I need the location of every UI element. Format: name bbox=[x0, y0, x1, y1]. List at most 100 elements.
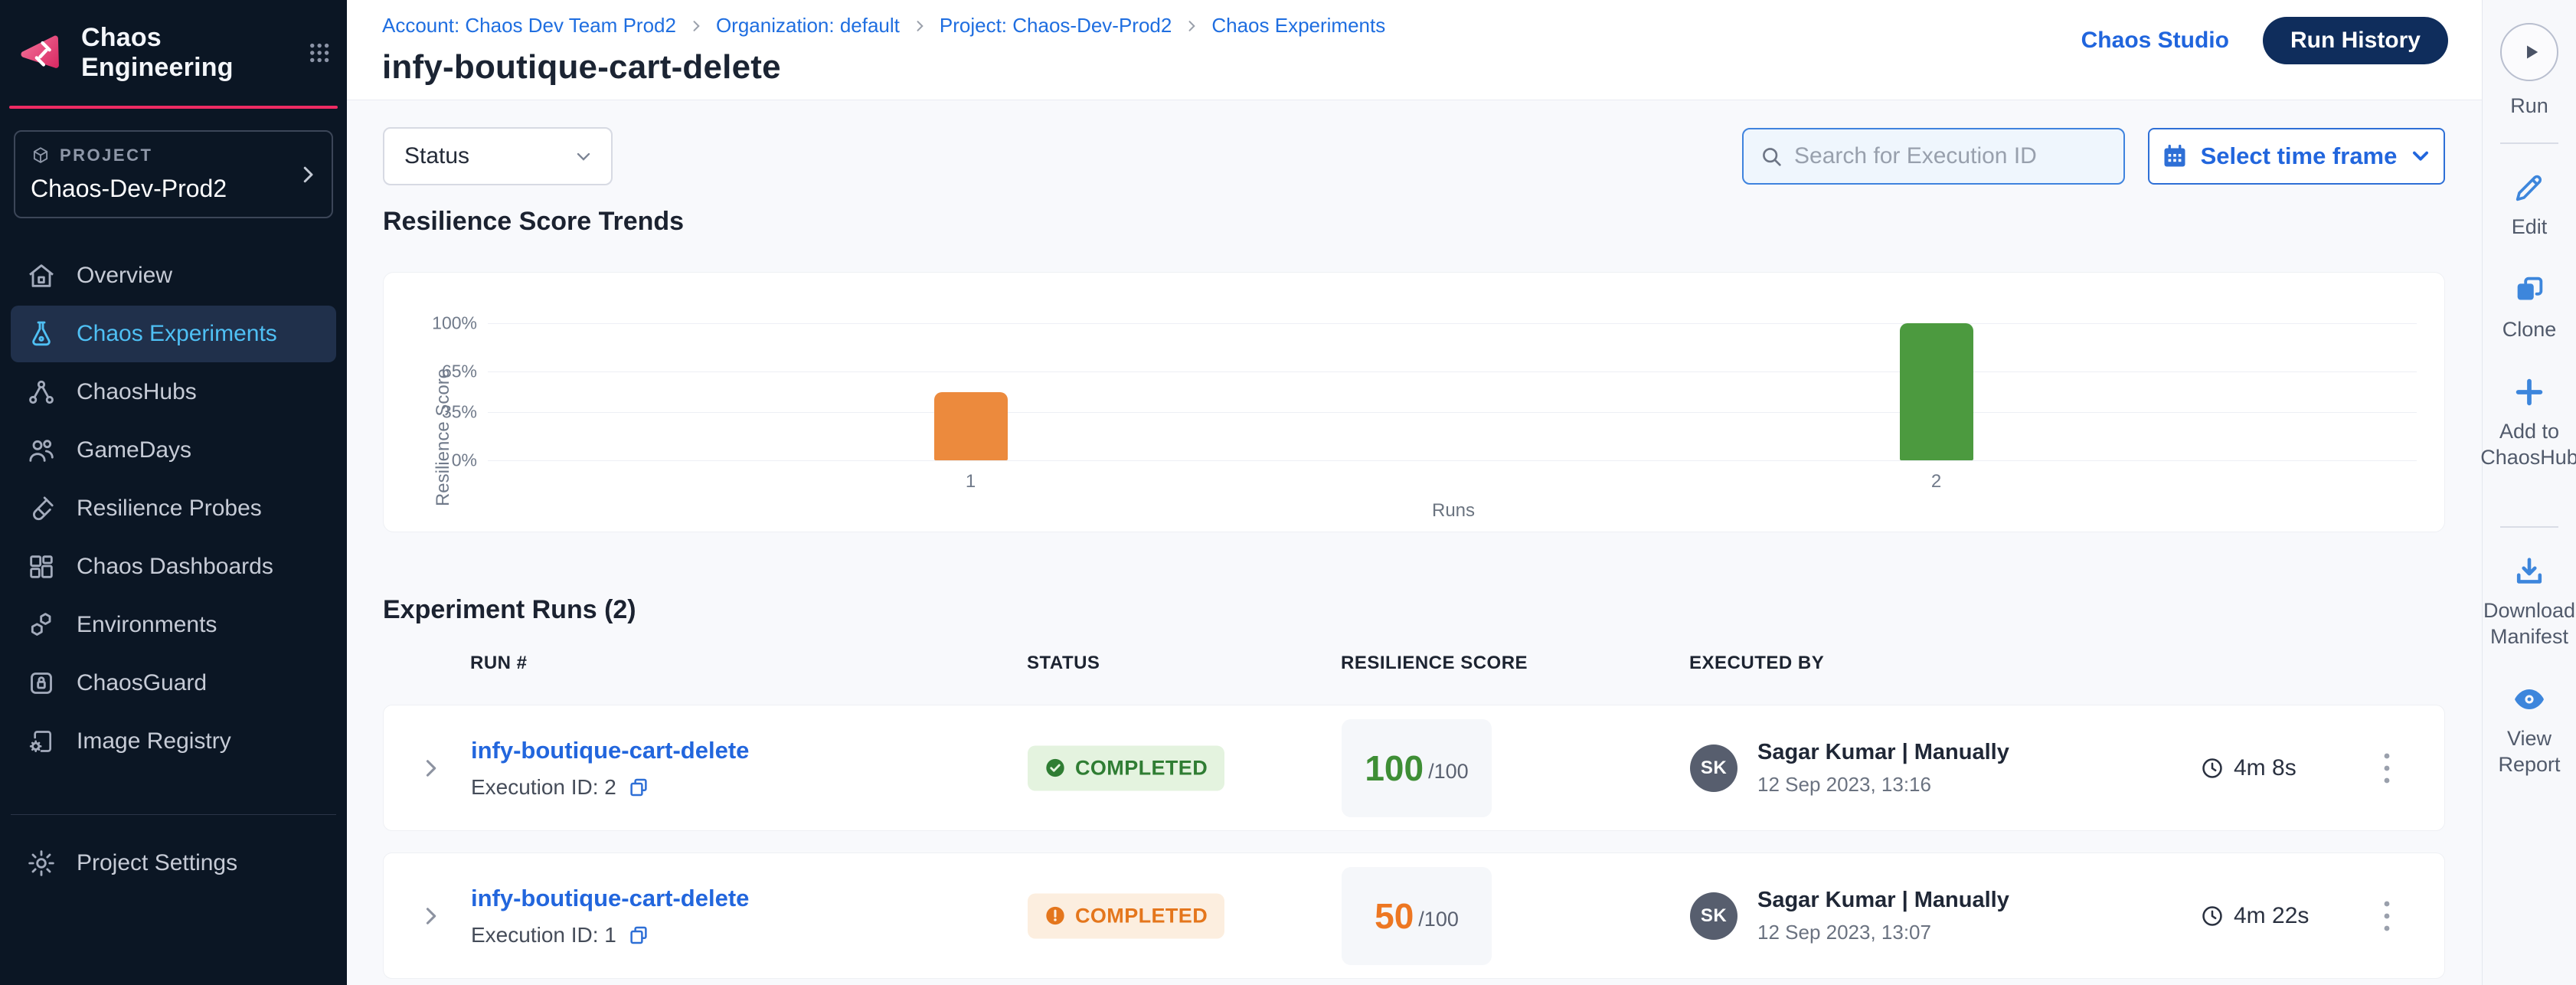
run-name-link[interactable]: infy-boutique-cart-delete bbox=[471, 884, 750, 911]
flask-icon bbox=[32, 321, 51, 346]
sidebar-item-chaos-experiments[interactable]: Chaos Experiments bbox=[11, 306, 336, 362]
chevron-right-icon bbox=[693, 20, 700, 31]
sidebar-item-chaoshubs[interactable]: ChaosHubs bbox=[11, 364, 336, 421]
chart-gridline bbox=[488, 412, 2417, 414]
chaos-engineering-logo-icon bbox=[21, 35, 59, 68]
status-badge: COMPLETED bbox=[1028, 893, 1225, 938]
run-name-link[interactable]: infy-boutique-cart-delete bbox=[471, 736, 750, 764]
resilience-score-value: 50 bbox=[1375, 895, 1414, 936]
breadcrumb: Account: Chaos Dev Team Prod2 Organizati… bbox=[382, 14, 2450, 38]
clone-button[interactable]: Clone bbox=[2502, 273, 2556, 343]
chart-x-tick: 2 bbox=[1930, 471, 1942, 492]
run-duration: 4m 22s bbox=[2234, 902, 2310, 928]
search-input[interactable] bbox=[1794, 143, 2108, 169]
chevron-down-icon bbox=[577, 152, 590, 161]
chart-y-tick: 65% bbox=[441, 361, 477, 381]
run-button[interactable] bbox=[2500, 23, 2558, 81]
sidebar-item-gamedays[interactable]: GameDays bbox=[11, 422, 336, 479]
probe-icon bbox=[33, 496, 54, 521]
run-history-button[interactable]: Run History bbox=[2262, 17, 2448, 64]
sidebar-item-label: Overview bbox=[77, 263, 173, 288]
brand-title: Chaos Engineering bbox=[81, 23, 234, 82]
chevron-down-icon bbox=[2413, 151, 2429, 161]
sidebar-item-environments[interactable]: Environments bbox=[11, 597, 336, 653]
cube-icon bbox=[33, 147, 48, 163]
sidebar-item-project-settings[interactable]: Project Settings bbox=[11, 835, 336, 892]
clone-icon bbox=[2517, 277, 2543, 299]
add-to-chaoshub-button[interactable]: Add to ChaosHub bbox=[2480, 375, 2576, 471]
runs-table-header: RUN # STATUS RESILIENCE SCORE EXECUTED B… bbox=[383, 653, 2445, 679]
row-menu-kebab-icon[interactable] bbox=[2372, 896, 2402, 936]
chart-x-axis-label: Runs bbox=[1431, 500, 1476, 521]
execution-search bbox=[1742, 128, 2125, 185]
chart-x-tick: 1 bbox=[965, 471, 976, 492]
run-button-label: Run bbox=[2510, 94, 2548, 117]
play-icon bbox=[2527, 45, 2538, 59]
project-name: Chaos-Dev-Prod2 bbox=[31, 175, 227, 202]
chart-bar-run-1[interactable] bbox=[933, 391, 1008, 460]
runs-section-title: Experiment Runs (2) bbox=[383, 595, 636, 624]
chart-y-tick: 100% bbox=[432, 313, 477, 333]
edit-button[interactable]: Edit bbox=[2512, 170, 2547, 241]
status-filter-dropdown[interactable]: Status bbox=[383, 127, 613, 185]
project-label: PROJECT bbox=[60, 146, 153, 165]
chart-y-tick: 35% bbox=[441, 401, 477, 422]
search-icon bbox=[1763, 148, 1781, 166]
resilience-score-value: 100 bbox=[1365, 748, 1424, 788]
sidebar-item-overview[interactable]: Overview bbox=[11, 247, 336, 304]
expand-row-chevron-icon[interactable] bbox=[417, 903, 443, 929]
chart-bar-run-2[interactable] bbox=[1899, 323, 1973, 460]
chart-gridline bbox=[488, 460, 2417, 461]
rail-divider bbox=[2500, 142, 2558, 144]
page-header: Account: Chaos Dev Team Prod2 Organizati… bbox=[347, 0, 2482, 100]
resilience-score-box: 50 /100 bbox=[1342, 866, 1492, 965]
sidebar-item-resilience-probes[interactable]: Resilience Probes bbox=[11, 480, 336, 537]
registry-gear-icon bbox=[29, 731, 51, 752]
view-report-button[interactable]: View Report bbox=[2483, 682, 2576, 778]
people-icon bbox=[29, 440, 54, 462]
executed-by-name: Sagar Kumar | Manually bbox=[1757, 887, 2009, 912]
row-menu-kebab-icon[interactable] bbox=[2372, 748, 2402, 788]
breadcrumb-organization[interactable]: Organization: default bbox=[715, 14, 900, 37]
chaos-studio-link[interactable]: Chaos Studio bbox=[2081, 28, 2229, 53]
action-rail: Run Edit Clone Add to ChaosHub bbox=[2480, 0, 2576, 985]
breadcrumb-project[interactable]: Project: Chaos-Dev-Prod2 bbox=[939, 14, 1172, 37]
sidebar-item-label: ChaosHubs bbox=[77, 379, 197, 404]
copy-icon[interactable] bbox=[627, 924, 650, 947]
hub-icon bbox=[29, 380, 54, 404]
trends-section-title: Resilience Score Trends bbox=[383, 207, 685, 236]
run-duration: 4m 8s bbox=[2234, 754, 2296, 780]
copy-icon[interactable] bbox=[627, 776, 650, 799]
resilience-score-max: /100 bbox=[1428, 760, 1469, 783]
download-manifest-button[interactable]: Download Manifest bbox=[2483, 554, 2576, 650]
clock-icon bbox=[2202, 758, 2222, 778]
sidebar-item-image-registry[interactable]: Image Registry bbox=[11, 713, 336, 770]
chevron-right-icon bbox=[917, 20, 924, 31]
column-header-executed-by: EXECUTED BY bbox=[1689, 653, 1825, 673]
app-grid-icon[interactable] bbox=[307, 38, 332, 67]
sidebar-nav: Overview Chaos Experiments ChaosHubs bbox=[0, 247, 347, 771]
executed-by-name: Sagar Kumar | Manually bbox=[1757, 739, 2009, 764]
sidebar-item-label: Environments bbox=[77, 612, 217, 637]
execution-id: Execution ID: 1 bbox=[471, 922, 616, 947]
expand-row-chevron-icon[interactable] bbox=[417, 755, 443, 781]
sidebar-item-label: Project Settings bbox=[77, 850, 238, 875]
executed-at: 12 Sep 2023, 13:16 bbox=[1757, 772, 1931, 796]
chart-gridline bbox=[488, 371, 2417, 372]
column-header-status: STATUS bbox=[1027, 653, 1100, 673]
status-filter-label: Status bbox=[404, 143, 470, 169]
breadcrumb-account[interactable]: Account: Chaos Dev Team Prod2 bbox=[382, 14, 676, 37]
select-time-frame-button[interactable]: Select time frame bbox=[2148, 128, 2445, 185]
eye-icon bbox=[2515, 689, 2544, 710]
column-header-resilience-score: RESILIENCE SCORE bbox=[1341, 653, 1528, 673]
breadcrumb-chaos-experiments[interactable]: Chaos Experiments bbox=[1211, 14, 1386, 37]
clock-icon bbox=[2202, 905, 2222, 926]
project-selector[interactable]: PROJECT Chaos-Dev-Prod2 bbox=[14, 130, 333, 218]
execution-id: Execution ID: 2 bbox=[471, 774, 616, 799]
page-title: infy-boutique-cart-delete bbox=[382, 48, 781, 86]
check-circle-icon bbox=[1046, 758, 1064, 777]
resilience-score-trends-chart: Resilience Score Runs 0% 35% 65% 100% 1 2 bbox=[383, 272, 2445, 532]
sidebar-item-chaosguard[interactable]: ChaosGuard bbox=[11, 655, 336, 712]
download-icon bbox=[2516, 558, 2542, 584]
sidebar-item-chaos-dashboards[interactable]: Chaos Dashboards bbox=[11, 538, 336, 595]
